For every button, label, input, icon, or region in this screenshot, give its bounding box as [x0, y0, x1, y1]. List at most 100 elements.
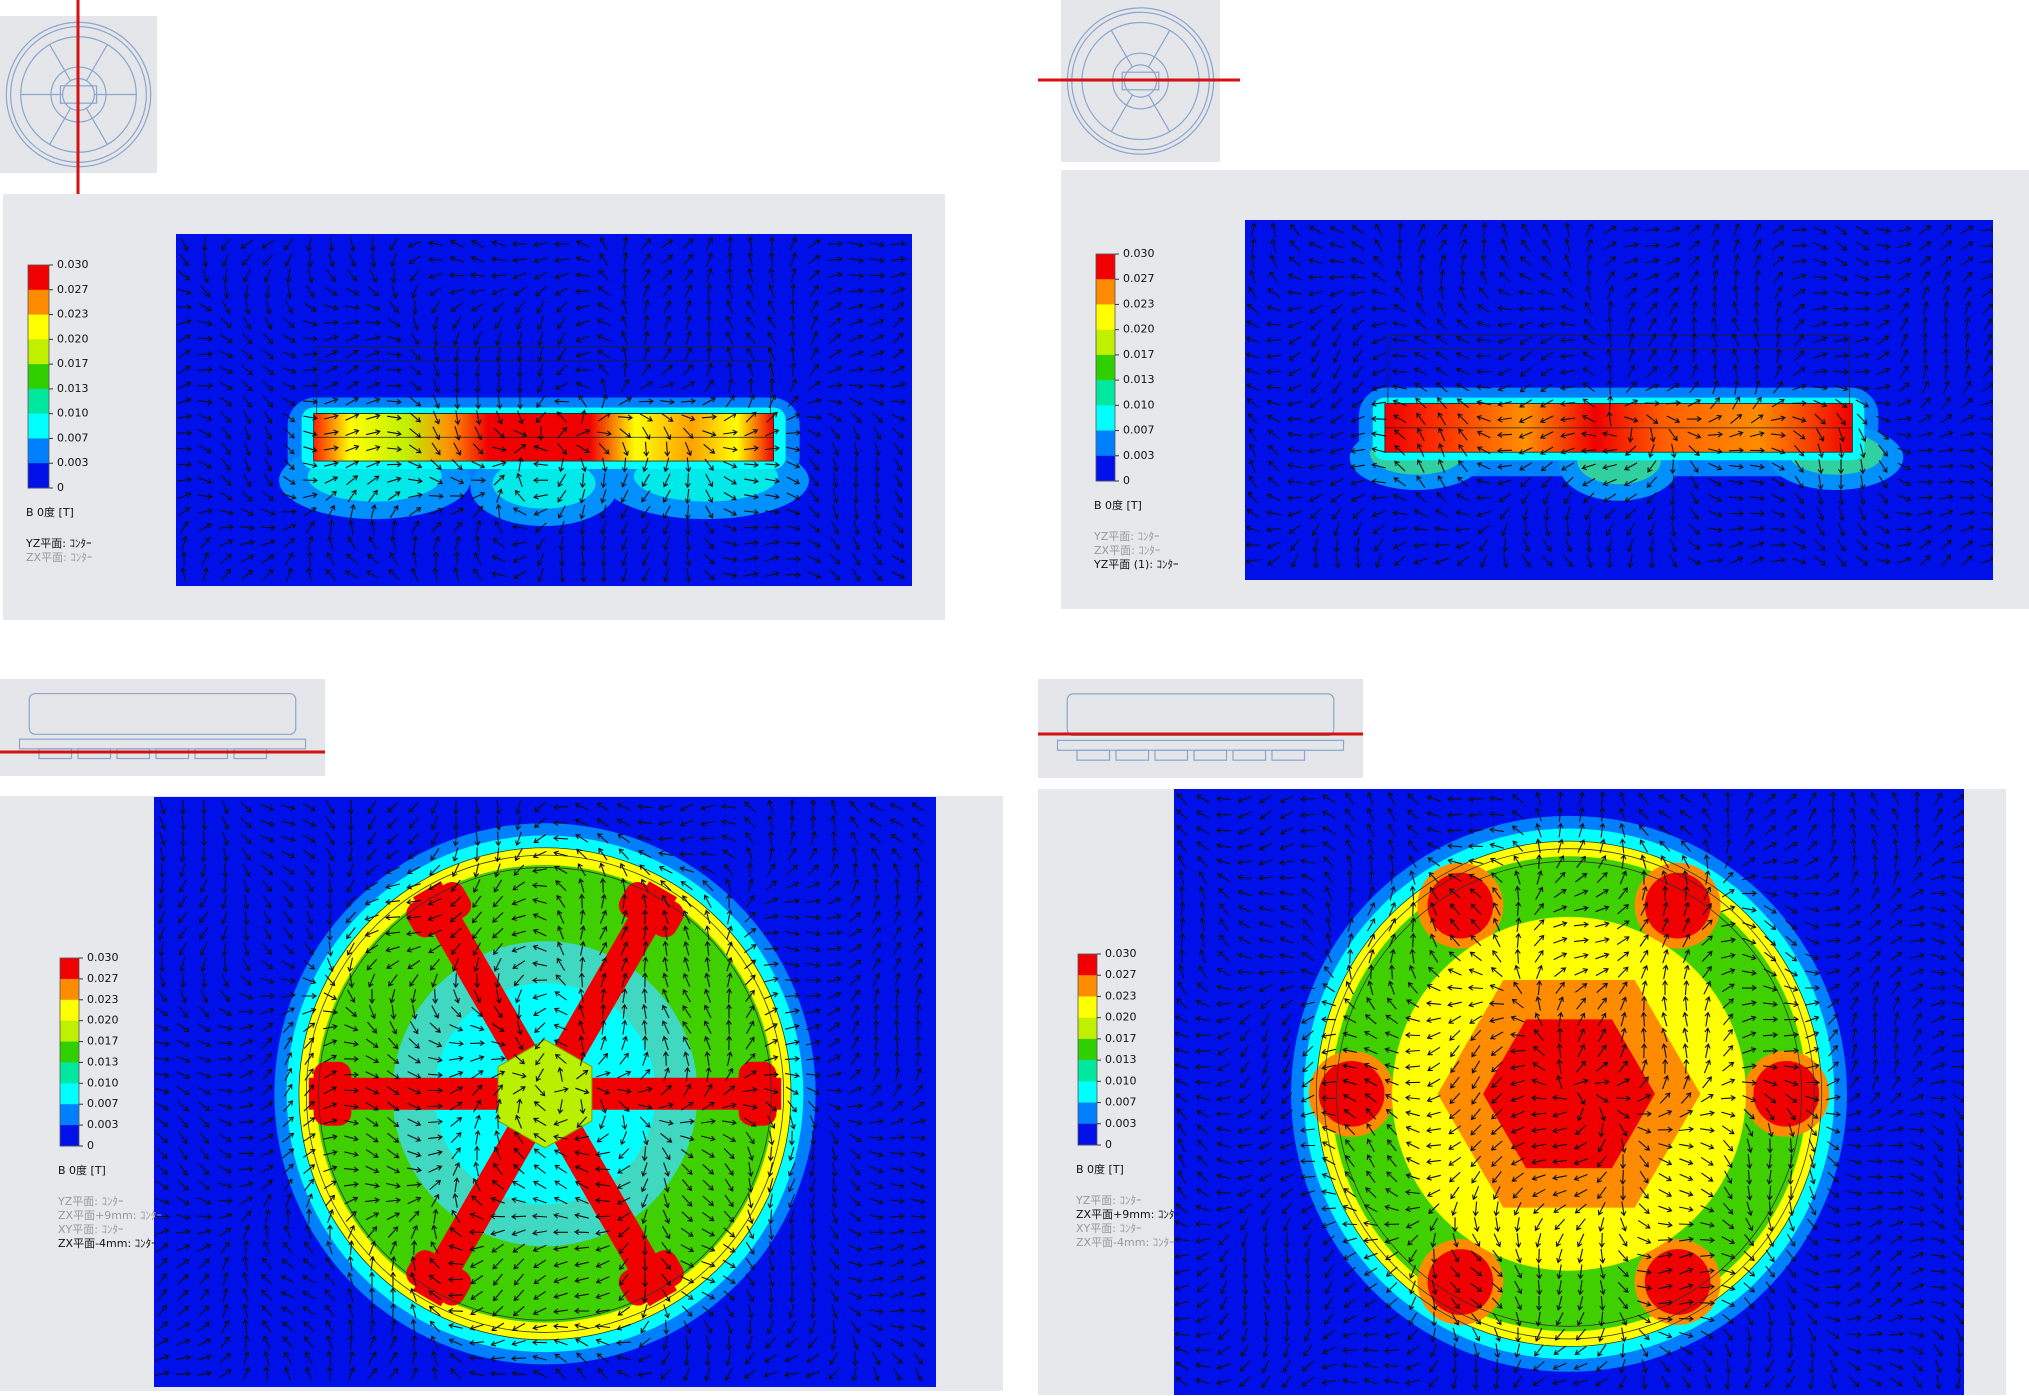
- legend-swatch: [1096, 455, 1115, 482]
- legend-tick-label: 0.013: [87, 1055, 119, 1068]
- field-plot: [176, 234, 912, 586]
- legend-swatch: [28, 289, 49, 316]
- legend-swatch: [60, 999, 79, 1022]
- vector-arrows: [1245, 221, 1993, 569]
- plane-label: ZX平面+9mm: ｺﾝﾀｰ: [58, 1209, 162, 1222]
- outline-ring: [318, 867, 772, 1321]
- thumbnail-spoke: [85, 44, 108, 82]
- legend-swatch: [28, 413, 49, 439]
- edge-lobe-core: [1318, 1060, 1385, 1127]
- thumbnail-magnet: [1115, 749, 1150, 761]
- vector-arrows: [154, 798, 927, 1382]
- thumbnail-bg: [0, 679, 325, 776]
- legend-swatch: [1096, 304, 1115, 331]
- legend-swatch: [28, 438, 49, 464]
- legend-tick-label: 0.010: [87, 1076, 119, 1089]
- legend-tick-label: 0.030: [57, 258, 89, 271]
- view-panel: 0.030 0.027 0.023 0.020 0.017 0.013 0.010 0.007…: [0, 679, 1003, 1391]
- legend-tick-label: 0.007: [1105, 1096, 1137, 1109]
- legend-swatch: [1078, 1017, 1097, 1040]
- view-panel: 0.030 0.027 0.023 0.020 0.017 0.013 0.010 0.007…: [1038, 0, 2029, 609]
- legend-swatch: [28, 339, 49, 365]
- spoke-end: [406, 1250, 472, 1306]
- legend-swatch: [1096, 279, 1115, 305]
- legend-swatch: [60, 1041, 79, 1063]
- edge-lobe-core: [1753, 1060, 1820, 1127]
- plane-label: ZX平面: ｺﾝﾀｰ: [26, 551, 92, 564]
- legend-tick-label: 0.020: [87, 1014, 119, 1027]
- plane-label: YZ平面: ｺﾝﾀｰ: [1093, 530, 1159, 543]
- legend-swatch: [1096, 380, 1115, 406]
- legend-tick-label: 0.017: [57, 357, 89, 370]
- legend-tick-label: 0.023: [87, 993, 119, 1006]
- plane-label: YZ平面: ｺﾝﾀｰ: [1075, 1194, 1141, 1207]
- outline-ring: [298, 847, 792, 1341]
- legend-swatch: [28, 314, 49, 340]
- field-plot: [1174, 789, 1964, 1395]
- legend-swatch: [1078, 975, 1097, 997]
- outline-ring: [1323, 848, 1815, 1340]
- legend-tick-label: 0.027: [57, 283, 89, 296]
- view-panel: 0.030 0.027 0.023 0.020 0.017 0.013 0.010 0.007…: [1038, 679, 2006, 1395]
- edge-lobe-core: [1427, 1249, 1494, 1315]
- legend-swatch: [1078, 1081, 1097, 1104]
- legend-tick-label: 0.030: [87, 951, 119, 964]
- legend-tick-label: 0.013: [1123, 373, 1155, 386]
- legend-swatch: [60, 1125, 79, 1147]
- legend-tick-label: 0.003: [57, 456, 89, 469]
- legend-unit: B 0度 [T]: [58, 1163, 106, 1177]
- legend-unit: B 0度 [T]: [1076, 1162, 1124, 1176]
- legend-tick-label: 0.007: [87, 1097, 119, 1110]
- thumbnail-spoke: [49, 44, 72, 82]
- thumbnail-spoke: [85, 107, 108, 145]
- legend-swatch: [60, 1062, 79, 1084]
- legend-swatch: [1096, 430, 1115, 457]
- legend-swatch: [1096, 405, 1115, 432]
- legend-swatch: [60, 1104, 79, 1126]
- vector-arrows: [1174, 790, 1964, 1390]
- thumbnail-magnet: [1271, 749, 1306, 761]
- thumbnail-spoke: [1110, 30, 1133, 68]
- legend-tick-label: 0.017: [1123, 348, 1155, 361]
- field-lobe-core: [492, 458, 596, 509]
- thumbnail-magnet: [38, 748, 73, 760]
- legend-swatch: [1078, 954, 1097, 976]
- legend-swatch: [60, 1083, 79, 1105]
- legend-tick-label: 0.013: [1105, 1053, 1137, 1066]
- plane-label: XY平面: ｺﾝﾀｰ: [1076, 1222, 1141, 1235]
- thumbnail-bg: [1038, 679, 1363, 778]
- legend-unit: B 0度 [T]: [1094, 498, 1142, 512]
- center-hub: [497, 1039, 593, 1149]
- spoke: [406, 1085, 559, 1307]
- legend-tick-label: 0.013: [57, 382, 89, 395]
- spoke-end: [313, 1061, 352, 1126]
- thumbnail-magnet: [1076, 749, 1111, 761]
- thumbnail-spoke: [49, 107, 72, 145]
- spoke-bar: [413, 1085, 559, 1307]
- legend-tick-label: 0.003: [1123, 449, 1155, 462]
- legend-swatch: [28, 388, 49, 415]
- legend-tick-label: 0.010: [1105, 1074, 1137, 1087]
- spoke: [531, 1085, 684, 1307]
- legend-swatch: [1078, 996, 1097, 1019]
- legend-frame: [1077, 953, 1098, 1146]
- legend-tick-label: 0.010: [57, 407, 89, 420]
- legend-swatch: [60, 978, 79, 1001]
- legend-tick-label: 0.010: [1123, 398, 1155, 411]
- thumbnail-magnet: [1193, 749, 1228, 761]
- legend-frame: [1095, 253, 1116, 482]
- legend-swatch: [1078, 1102, 1097, 1125]
- plane-label: XY平面: ｺﾝﾀｰ: [58, 1223, 123, 1236]
- legend-tick-label: 0.030: [1123, 247, 1155, 260]
- plane-label: ZX平面-4mm: ｺﾝﾀｰ: [1076, 1236, 1175, 1249]
- plane-label: YZ平面: ｺﾝﾀｰ: [57, 1195, 123, 1208]
- legend-tick-label: 0.027: [87, 972, 119, 985]
- thumbnail-magnet: [1154, 749, 1189, 761]
- plane-label: ZX平面: ｺﾝﾀｰ: [1094, 544, 1160, 557]
- legend-swatch: [1096, 354, 1115, 381]
- thumbnail-spoke: [1148, 30, 1171, 68]
- legend-tick-label: 0.023: [57, 308, 89, 321]
- legend-tick-label: 0: [1123, 474, 1130, 487]
- legend-tick-label: 0.003: [87, 1118, 119, 1131]
- spoke-end: [738, 1061, 777, 1126]
